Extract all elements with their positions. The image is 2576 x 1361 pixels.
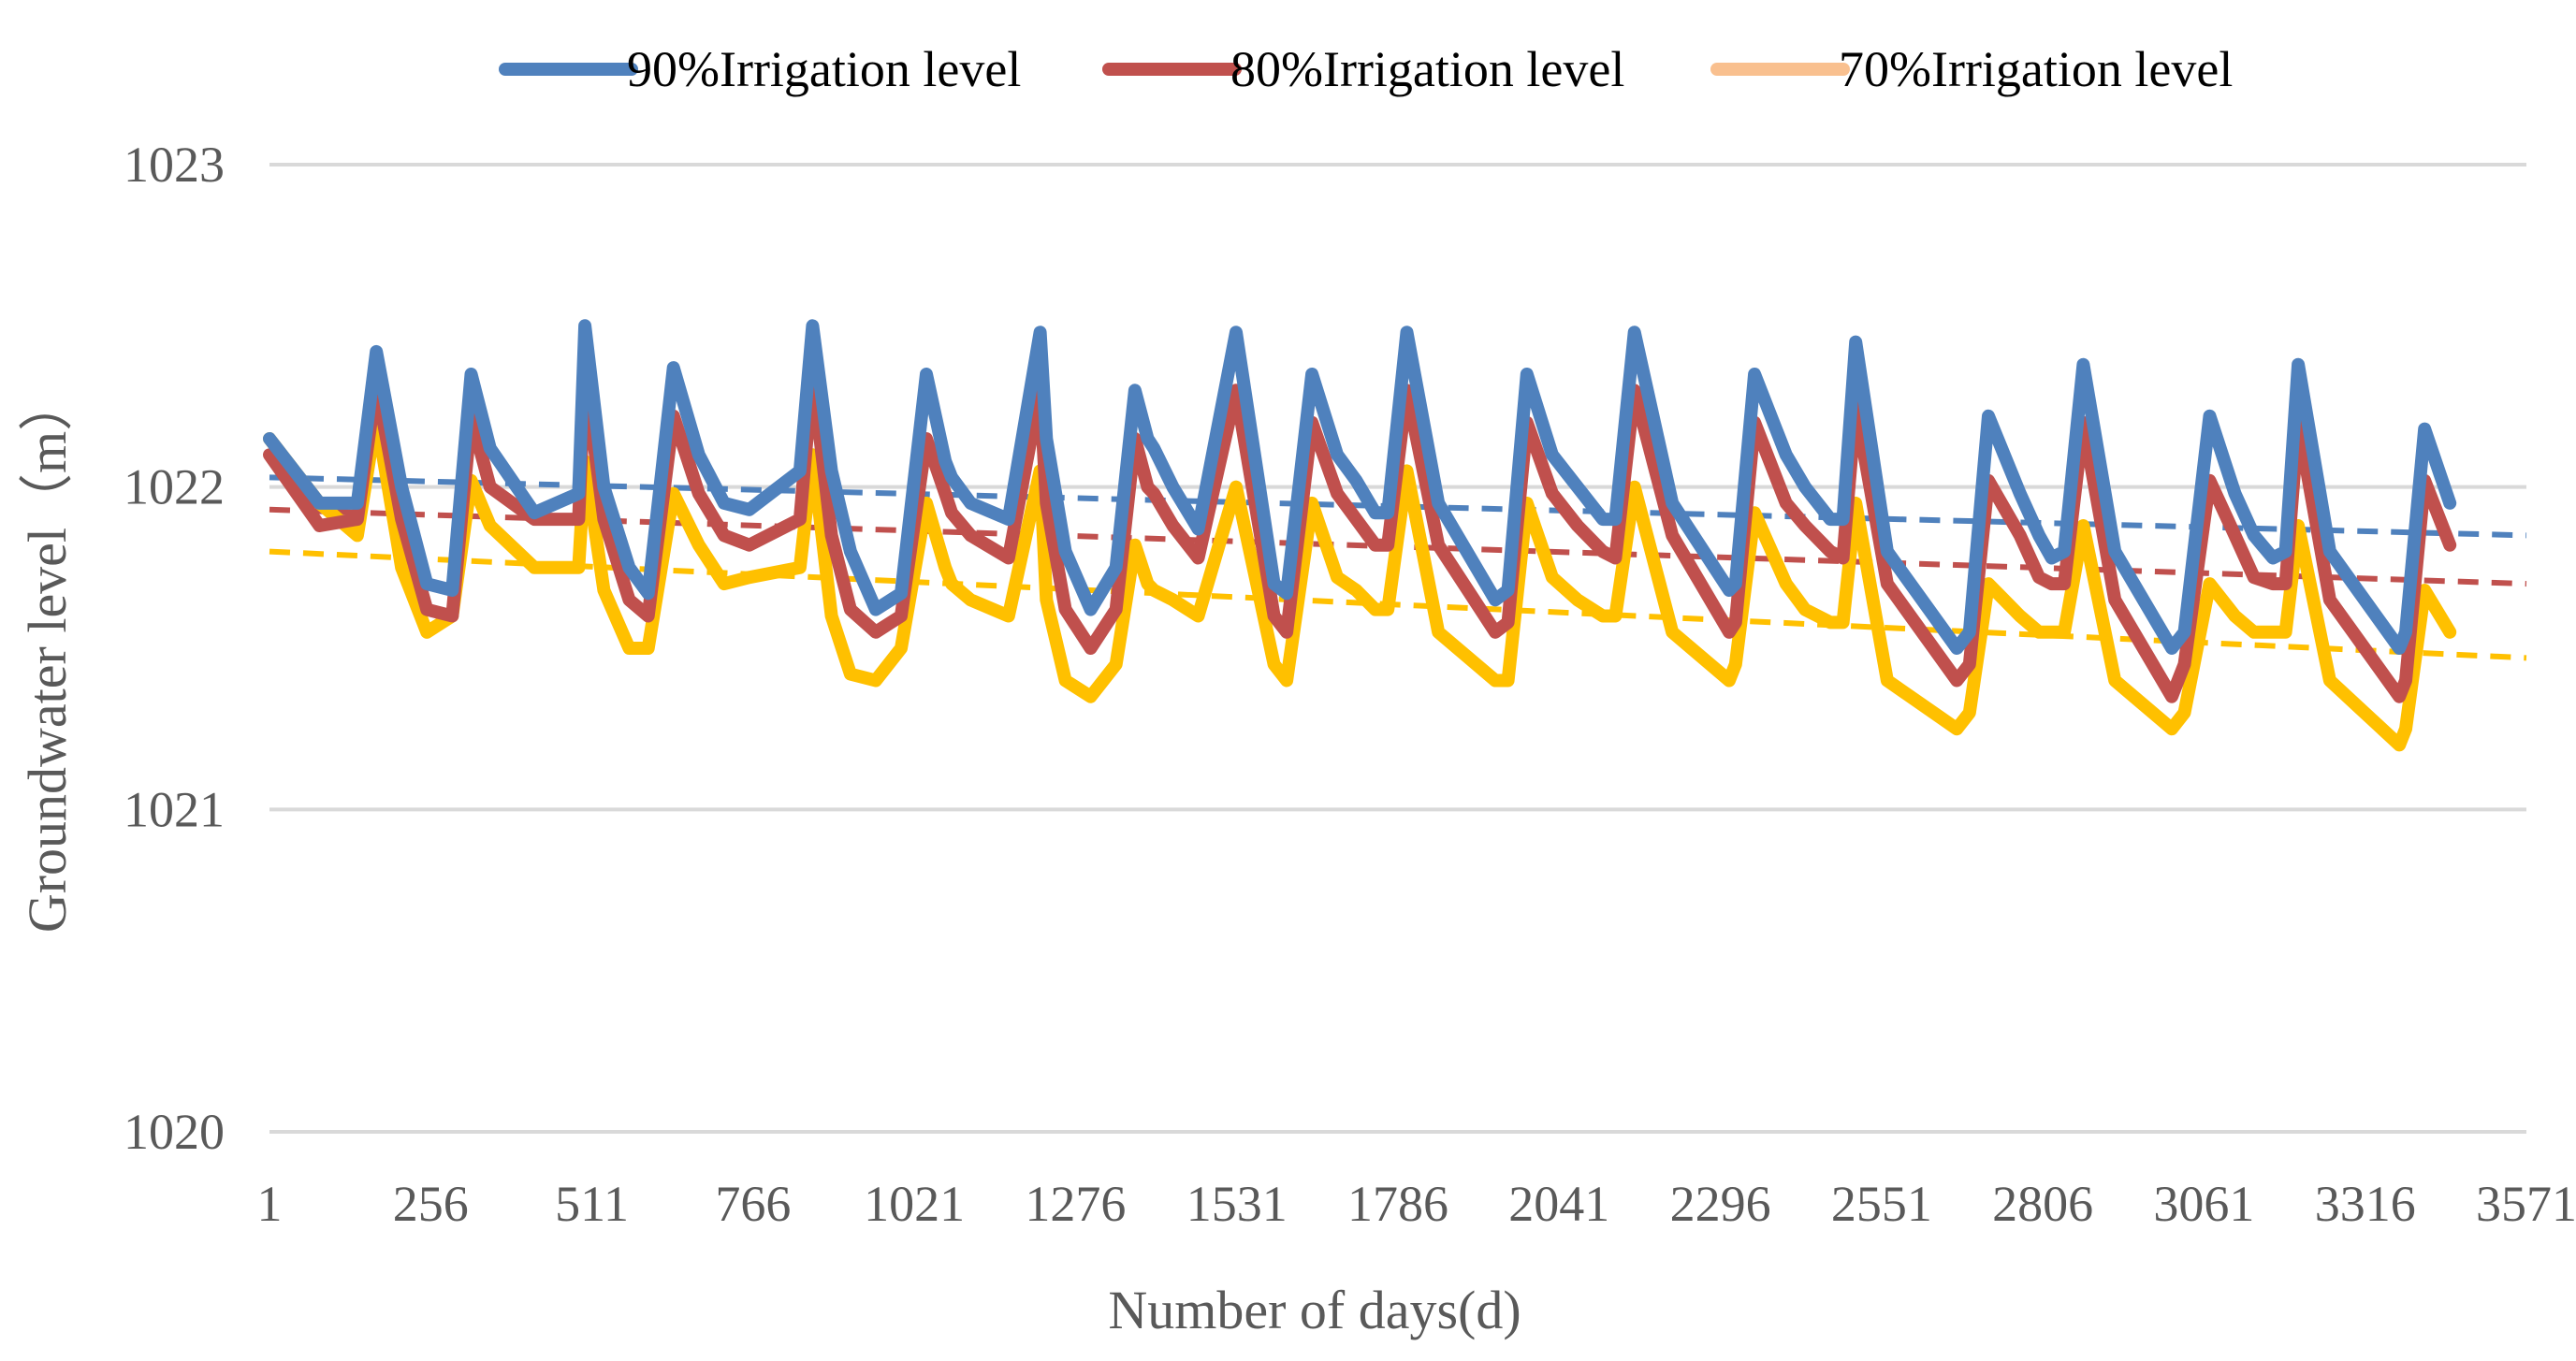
series-line-1 (263, 319, 2457, 655)
x-tick-label: 3061 (2153, 1176, 2254, 1232)
series-lines (263, 319, 2457, 752)
legend-label-1: 90%Irrigation level (627, 41, 1021, 97)
legend-label-2: 80%Irrigation level (1230, 41, 1624, 97)
legend: 90%Irrigation level 80%Irrigation level 70… (499, 41, 2233, 97)
x-tick-labels: 1 256 511 766 1021 1276 1531 1786 2041 2296 2551 28… (257, 1176, 2576, 1232)
x-axis-title: Number of days(d) (1108, 1280, 1521, 1340)
legend-label-3: 70%Irrigation level (1839, 41, 2233, 97)
x-tick-label: 1786 (1347, 1176, 1448, 1232)
x-tick-label: 511 (555, 1176, 629, 1232)
series-line-3 (263, 409, 2457, 752)
x-tick-label: 1 (257, 1176, 283, 1232)
x-tick-label: 1021 (864, 1176, 965, 1232)
y-tick-label: 1022 (124, 459, 225, 515)
x-tick-label: 1531 (1186, 1176, 1288, 1232)
x-tick-label: 2041 (1508, 1176, 1609, 1232)
y-axis-title: Groundwater level（m） (17, 377, 78, 933)
x-tick-label: 2806 (1992, 1176, 2093, 1232)
x-tick-label: 3571 (2476, 1176, 2576, 1232)
x-tick-label: 256 (393, 1176, 469, 1232)
x-tick-label: 3316 (2315, 1176, 2416, 1232)
x-tick-label: 2551 (1831, 1176, 1932, 1232)
x-tick-label: 766 (715, 1176, 791, 1232)
x-tick-label: 1276 (1025, 1176, 1126, 1232)
y-tick-labels: 1020 1021 1022 1023 (124, 137, 225, 1160)
x-tick-label: 2296 (1670, 1176, 1771, 1232)
y-tick-label: 1023 (124, 137, 225, 193)
y-tick-label: 1021 (124, 781, 225, 837)
y-tick-label: 1020 (124, 1104, 225, 1160)
